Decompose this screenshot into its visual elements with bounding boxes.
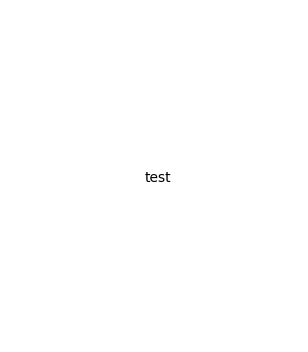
Text: test: test — [144, 171, 171, 185]
